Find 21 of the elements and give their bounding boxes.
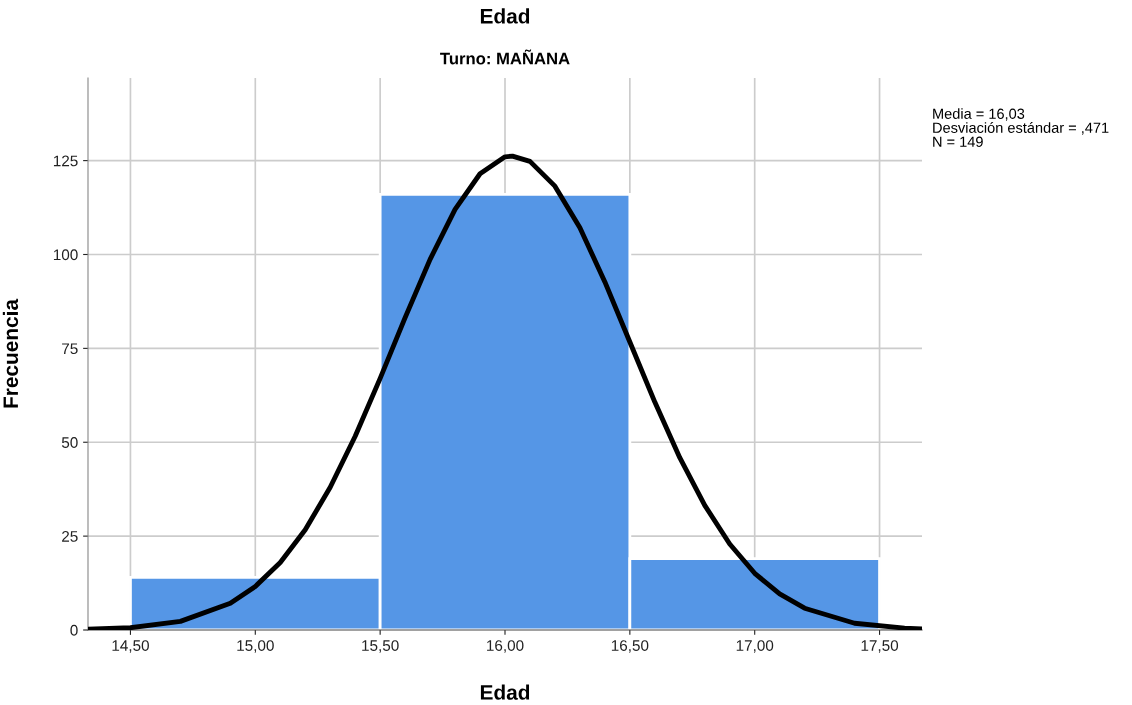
chart-subtitle: Turno: MAÑANA (440, 49, 570, 65)
y-tick-label: 100 (53, 249, 78, 261)
y-tick-label: 125 (53, 155, 78, 167)
x-tick-label: 17,00 (736, 640, 774, 653)
text: N = 149 (933, 136, 983, 147)
y-tick-label: 50 (61, 437, 78, 448)
y-axis-title: Frecuencia (2, 298, 19, 408)
x-tick-label: 16,50 (611, 640, 649, 653)
x-tick-label: 14,50 (112, 640, 149, 653)
y-tick-label: 25 (62, 530, 78, 542)
chart-title: Edad (480, 8, 530, 24)
x-tick-label: 16,00 (487, 640, 524, 653)
x-axis-title: Edad (480, 684, 530, 700)
x-tick-label: 15,00 (237, 640, 274, 653)
x-tick-label: 17,50 (861, 640, 899, 653)
y-tick-label: 75 (62, 343, 78, 355)
line-series (88, 153, 922, 630)
text: Media = 16,03 (933, 108, 1025, 121)
x-tick-label: 15,50 (362, 640, 399, 653)
text: Desviación estándar = ,471 (933, 122, 1109, 135)
y-tick-label: 0 (70, 624, 78, 636)
